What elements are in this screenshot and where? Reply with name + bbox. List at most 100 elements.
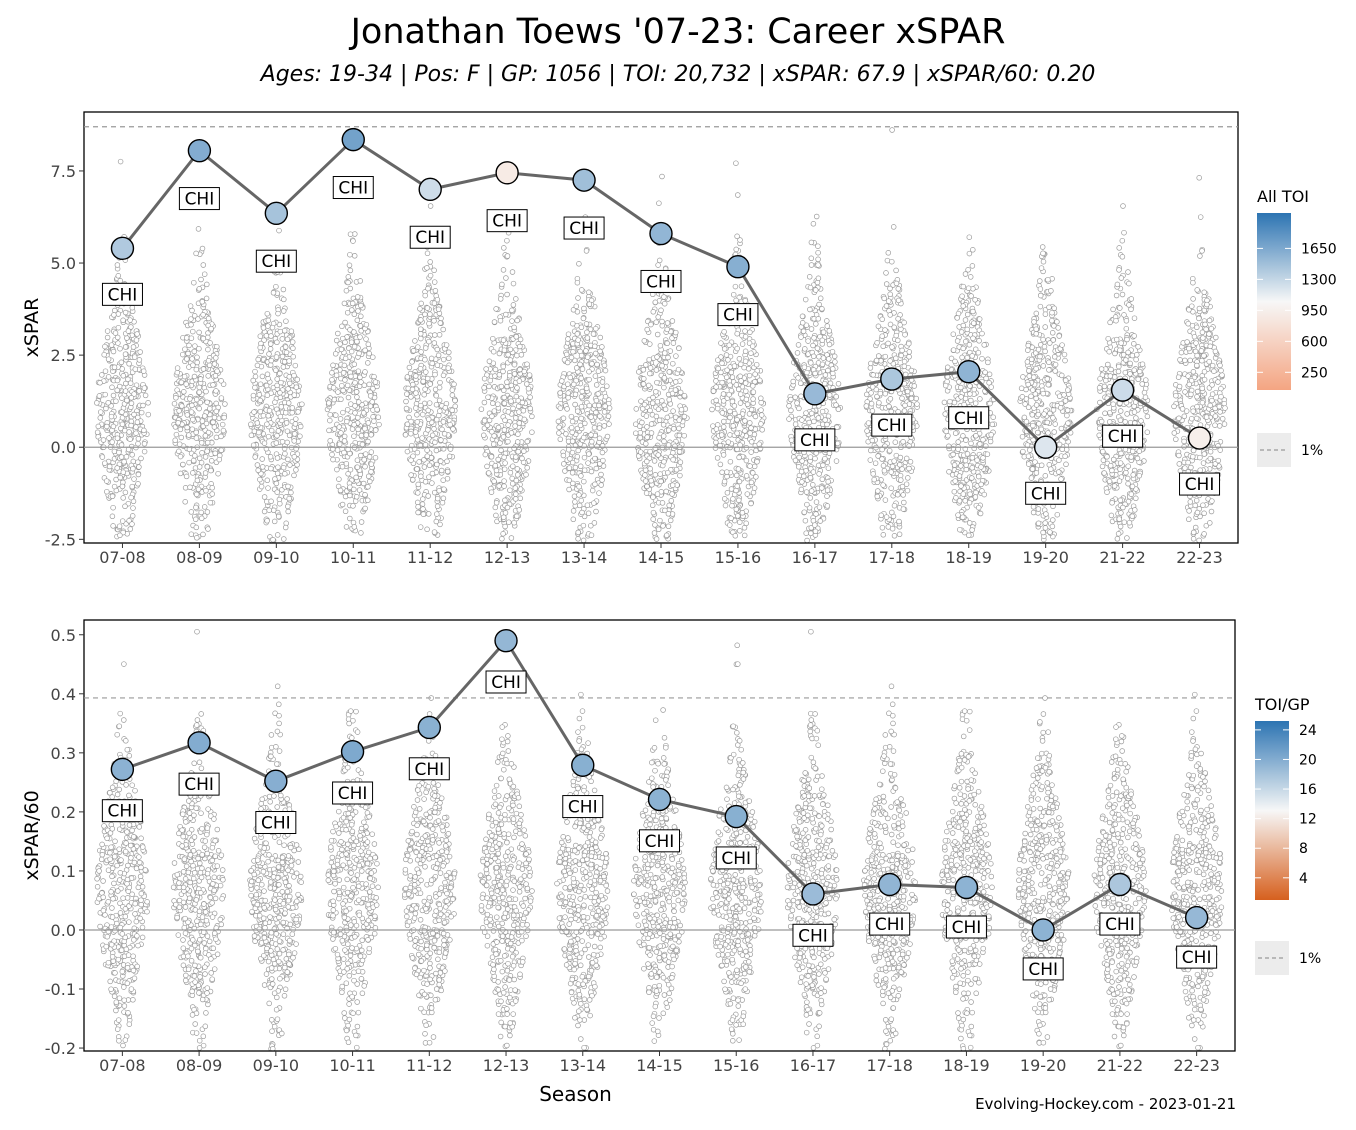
league-point bbox=[794, 400, 800, 406]
league-point bbox=[879, 446, 885, 453]
league-point bbox=[346, 262, 353, 269]
league-point bbox=[799, 313, 806, 320]
league-point bbox=[525, 385, 532, 392]
league-point bbox=[201, 413, 208, 419]
league-point bbox=[676, 432, 683, 439]
league-point bbox=[657, 471, 663, 477]
league-point bbox=[248, 421, 254, 428]
league-point bbox=[131, 391, 137, 397]
league-point bbox=[182, 485, 189, 491]
league-point bbox=[871, 476, 877, 483]
league-point bbox=[812, 455, 818, 462]
league-point bbox=[129, 483, 135, 490]
league-point bbox=[737, 528, 743, 534]
league-point bbox=[501, 394, 507, 401]
league-point bbox=[334, 466, 340, 473]
league-point bbox=[97, 380, 103, 386]
league-point bbox=[372, 379, 379, 385]
league-point bbox=[943, 428, 949, 435]
league-point bbox=[193, 250, 199, 257]
league-point bbox=[887, 358, 893, 364]
league-point bbox=[432, 371, 438, 378]
league-point bbox=[264, 421, 270, 427]
league-point bbox=[874, 340, 880, 346]
league-point bbox=[119, 483, 126, 490]
league-point bbox=[739, 510, 746, 516]
league-point bbox=[114, 377, 121, 384]
league-point bbox=[870, 372, 876, 378]
league-point bbox=[128, 324, 134, 330]
league-point bbox=[563, 351, 570, 358]
league-point bbox=[890, 224, 897, 230]
league-point bbox=[206, 362, 213, 368]
league-point bbox=[292, 362, 299, 369]
league-point bbox=[824, 493, 830, 499]
league-point bbox=[743, 473, 750, 479]
league-point bbox=[824, 323, 831, 329]
league-point bbox=[501, 427, 508, 433]
league-point bbox=[796, 405, 802, 412]
league-point bbox=[962, 317, 969, 323]
league-point bbox=[499, 536, 505, 542]
league-point bbox=[358, 313, 364, 320]
league-point bbox=[513, 477, 520, 484]
league-point bbox=[218, 378, 224, 384]
league-point bbox=[676, 345, 682, 352]
league-point bbox=[190, 416, 196, 423]
league-point bbox=[510, 280, 517, 287]
league-point bbox=[575, 529, 581, 536]
league-point bbox=[572, 499, 578, 505]
league-point bbox=[514, 466, 521, 472]
league-point bbox=[865, 420, 872, 426]
league-point bbox=[976, 338, 982, 344]
league-point bbox=[735, 192, 741, 198]
league-point bbox=[117, 345, 123, 352]
league-point bbox=[353, 389, 360, 395]
league-point bbox=[424, 250, 431, 257]
league-point bbox=[576, 261, 582, 267]
league-point bbox=[365, 473, 372, 480]
league-point bbox=[588, 414, 594, 420]
league-point bbox=[184, 356, 190, 362]
league-point bbox=[723, 352, 730, 358]
league-point bbox=[333, 412, 339, 418]
league-point bbox=[815, 316, 822, 322]
league-point bbox=[491, 319, 498, 325]
league-point bbox=[354, 457, 361, 463]
league-point bbox=[184, 424, 190, 431]
league-point bbox=[593, 508, 599, 515]
league-point bbox=[969, 353, 975, 359]
league-point bbox=[522, 443, 529, 450]
league-point bbox=[599, 379, 606, 385]
league-point bbox=[341, 362, 348, 369]
league-point bbox=[817, 518, 824, 524]
league-point bbox=[898, 352, 904, 359]
league-point bbox=[965, 285, 972, 291]
league-point bbox=[195, 486, 202, 493]
league-point bbox=[714, 405, 721, 412]
league-point bbox=[564, 381, 571, 387]
league-point bbox=[135, 471, 142, 478]
league-point bbox=[351, 253, 358, 259]
league-point bbox=[173, 395, 179, 401]
league-point bbox=[178, 379, 185, 386]
league-point bbox=[902, 331, 908, 338]
league-point bbox=[960, 322, 967, 329]
league-point bbox=[516, 420, 523, 426]
league-point bbox=[583, 348, 589, 354]
league-point bbox=[808, 255, 815, 262]
league-point bbox=[203, 487, 209, 494]
league-point bbox=[256, 429, 262, 436]
league-point bbox=[277, 370, 283, 377]
league-point bbox=[437, 458, 444, 465]
league-point bbox=[830, 370, 836, 377]
league-point bbox=[727, 408, 733, 415]
league-point bbox=[903, 455, 910, 462]
league-point bbox=[900, 492, 906, 498]
league-point bbox=[591, 500, 597, 506]
league-point bbox=[212, 450, 218, 457]
league-point bbox=[415, 490, 421, 496]
league-point bbox=[438, 315, 444, 322]
league-point bbox=[668, 498, 675, 504]
league-point bbox=[881, 295, 887, 302]
